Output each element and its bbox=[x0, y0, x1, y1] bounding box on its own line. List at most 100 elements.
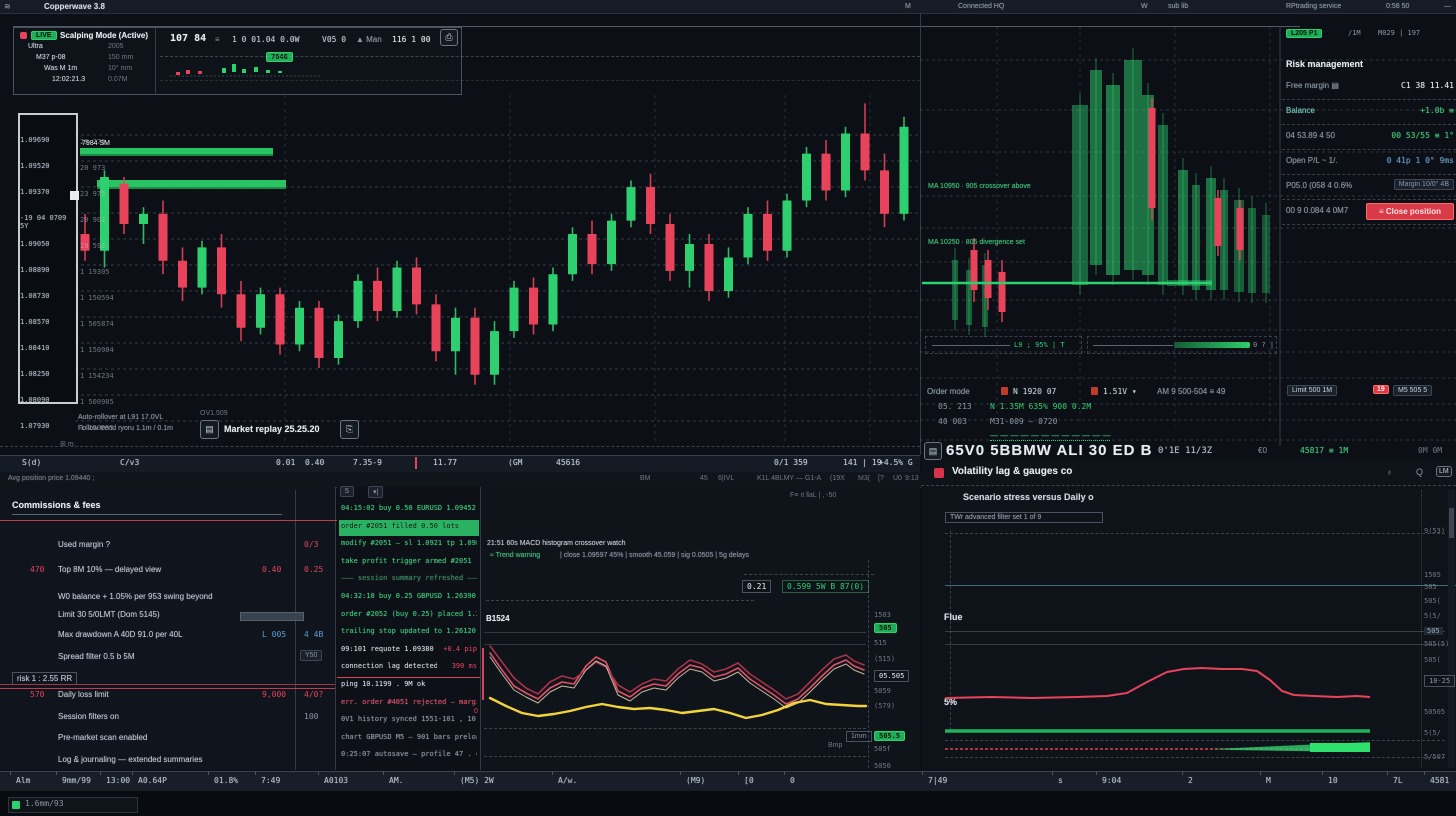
footer-icon-button[interactable]: ▤ bbox=[200, 420, 219, 439]
timeline-tick-18[interactable]: 10 bbox=[1328, 776, 1338, 785]
position-row-chip[interactable]: Y50 bbox=[300, 650, 322, 661]
timeline-tick-4[interactable]: 01.8% bbox=[214, 776, 238, 785]
gauge-tab[interactable]: TWr advanced filter set 1 of 9 bbox=[945, 512, 1103, 523]
position-row-label[interactable]: Session filters on bbox=[58, 712, 119, 721]
log-row[interactable]: order #2051 filled 0.50 lots bbox=[339, 520, 479, 536]
log-row[interactable]: order #2052 (buy 0.25) placed 1.2639 bbox=[339, 608, 479, 624]
position-row-label[interactable]: Pre-market scan enabled bbox=[58, 733, 147, 742]
timeline-tick-5[interactable]: 7:49 bbox=[261, 776, 280, 785]
timeline-tick-13[interactable]: 7|49 bbox=[928, 776, 947, 785]
log-row[interactable]: ——— session summary refreshed ——— bbox=[339, 572, 479, 588]
summary-item-4[interactable]: 7.35-9 bbox=[353, 458, 382, 467]
progress-row-right[interactable]: 0 ? | bbox=[1087, 336, 1277, 354]
timeline-tick-3[interactable]: A0.64P bbox=[138, 776, 167, 785]
gauge-lines-chart[interactable] bbox=[932, 530, 1424, 770]
filter-item-2[interactable]: 6|IVL bbox=[718, 475, 734, 482]
titlebar-item-4[interactable]: RPtrading service bbox=[1286, 3, 1341, 10]
position-row-label[interactable]: Spread filter 0.5 b 5M bbox=[58, 652, 134, 661]
footer-mode-label[interactable]: Market replay 25.25.20 bbox=[224, 424, 320, 434]
position-row-label[interactable]: Limit 30 5/0LMT (Dom 5145) bbox=[58, 610, 160, 619]
timeline-tick-1[interactable]: 9mm/99 bbox=[62, 776, 91, 785]
filter-item-7[interactable]: U0 bbox=[893, 475, 902, 482]
timeline-tick-7[interactable]: AM. bbox=[389, 776, 403, 785]
titlebar-item-3[interactable]: sub lib bbox=[1168, 3, 1188, 10]
sub-chart[interactable] bbox=[922, 50, 1278, 350]
log-row[interactable]: 0V1 history synced 1551-101 , 10 bbox=[339, 713, 479, 729]
timeline-tick-16[interactable]: 2 bbox=[1188, 776, 1193, 785]
filter-item-3[interactable]: K1L 4BLMY — G1-A bbox=[757, 475, 821, 482]
titlebar-item-1[interactable]: Connected HQ bbox=[958, 3, 1004, 10]
log-row[interactable]: modify #2051 — sl 1.0921 tp 1.0984 ok bbox=[339, 537, 479, 553]
log-row[interactable]: connection lag detected390 ms bbox=[339, 660, 479, 676]
summary-item-7[interactable]: 45616 bbox=[556, 458, 580, 467]
symbol-card[interactable]: LIVE Scalping Mode (Active) Ultra2005M37… bbox=[16, 29, 152, 91]
summary-item-3[interactable]: 0.40 bbox=[305, 458, 324, 467]
titlebar-item-5[interactable]: 0:58 50 bbox=[1386, 3, 1409, 10]
timeline-tick-17[interactable]: M bbox=[1266, 776, 1271, 785]
position-row-label[interactable]: Used margin ? bbox=[58, 540, 110, 549]
summary-item-9[interactable]: 141 | 19 bbox=[843, 458, 882, 467]
bell-icon[interactable]: ♁ bbox=[1386, 467, 1393, 477]
log-row[interactable]: 04:32:18 buy 0.25 GBPUSD 1.26390 done bbox=[339, 590, 479, 606]
log-row[interactable]: take profit trigger armed #2051 | 99 bbox=[339, 555, 479, 571]
timeline-tick-11[interactable]: [0 bbox=[744, 776, 754, 785]
summary-item-2[interactable]: 0.01 bbox=[276, 458, 295, 467]
summary-item-0[interactable]: S(d) bbox=[22, 458, 41, 467]
quote-dots[interactable]: ≡ bbox=[215, 35, 220, 44]
log-row[interactable]: trailing stop updated to 1.26120 auto bbox=[339, 625, 479, 641]
timeline-tick-2[interactable]: 13:00 bbox=[106, 776, 130, 785]
watchlist-icon[interactable]: ▤ bbox=[924, 442, 942, 460]
timeline-tick-0[interactable]: Alm bbox=[16, 776, 30, 785]
log-row[interactable]: 0:25:07 autosave — profile 47 . 4M0 bbox=[339, 748, 479, 764]
summary-item-1[interactable]: C/v3 bbox=[120, 458, 139, 467]
summary-item-6[interactable]: (GM bbox=[508, 458, 522, 467]
filter-item-4[interactable]: (19X bbox=[830, 475, 845, 482]
timeline-tick-12[interactable]: 0 bbox=[790, 776, 795, 785]
position-row-label[interactable]: Max drawdown A 40D 91.0 per 40L bbox=[58, 630, 183, 639]
secondary-button[interactable]: M5 505 5 bbox=[1393, 385, 1432, 396]
summary-item-8[interactable]: 0/1 359 bbox=[774, 458, 808, 467]
main-candlestick-chart[interactable]: 7984 SM bbox=[18, 95, 920, 445]
timeline-tick-14[interactable]: s bbox=[1058, 776, 1063, 785]
indicator-mini-toolbar[interactable]: F≡ ıt ‖aL | , -50 bbox=[790, 492, 836, 499]
titlebar-item-2[interactable]: W bbox=[1141, 3, 1148, 10]
timeline-tick-10[interactable]: (M9) bbox=[686, 776, 705, 785]
titlebar-item-6[interactable]: — bbox=[1444, 3, 1451, 10]
gauge-scrollbar[interactable] bbox=[1448, 490, 1455, 768]
log-row[interactable]: chart GBPUSD M5 — 901 bars preloaded bbox=[339, 731, 479, 747]
window-box-icon[interactable]: LM bbox=[1436, 466, 1452, 477]
close-position-button[interactable]: ≡ Close position bbox=[1366, 203, 1454, 220]
log-toolbar-chip-1[interactable]: ▾| bbox=[368, 486, 383, 498]
search-icon[interactable]: Q bbox=[1416, 467, 1423, 477]
status-chip[interactable]: 1.6mm/93 bbox=[8, 797, 138, 813]
position-row-label[interactable]: W0 balance + 1.05% per 953 swing beyond bbox=[58, 592, 213, 601]
log-row[interactable]: err. order #4051 rejected — margin 19M1P bbox=[339, 696, 479, 712]
log-row[interactable]: 09:101 requote 1.09380+0.4 pip bbox=[339, 643, 479, 659]
footer-copy-button[interactable]: ⎘ bbox=[340, 420, 359, 439]
timeline-tick-9[interactable]: A/w. bbox=[558, 776, 577, 785]
settings-chip2[interactable]: 1.51V ▾ bbox=[1103, 387, 1137, 396]
settings-chip1[interactable]: N 1920 07 bbox=[1013, 387, 1056, 396]
progress-right-icons[interactable]: 0 ? | bbox=[1253, 341, 1274, 349]
timeline-tick-19[interactable]: 7L bbox=[1393, 776, 1403, 785]
position-row-label[interactable]: Log & journaling — extended summaries bbox=[58, 755, 203, 764]
scrollbar-thumb[interactable] bbox=[1449, 508, 1454, 538]
position-row-label[interactable]: Top 8M 10% — delayed view bbox=[58, 565, 161, 574]
filter-item-1[interactable]: 45 bbox=[700, 475, 708, 482]
timeline-tick-8[interactable]: (M5) 2W bbox=[460, 776, 494, 785]
scale-drag-handle[interactable] bbox=[70, 191, 79, 200]
print-button[interactable]: ⎙ bbox=[440, 29, 458, 46]
filter-item-0[interactable]: BM bbox=[640, 475, 651, 482]
summary-item-10[interactable]: +4.5% G bbox=[879, 458, 913, 467]
timeline-tick-15[interactable]: 9:04 bbox=[1102, 776, 1121, 785]
filter-item-6[interactable]: [? bbox=[878, 475, 884, 482]
timeline-tick-6[interactable]: A0103 bbox=[324, 776, 348, 785]
log-row[interactable]: 04:15:02 buy 0.50 EURUSD 1.09452 done bbox=[339, 502, 479, 518]
filter-item-5[interactable]: M3( bbox=[858, 475, 870, 482]
position-side-badge[interactable]: L205 P1 bbox=[1286, 29, 1322, 38]
timeline-tick-20[interactable]: 4581 bbox=[1430, 776, 1449, 785]
log-toolbar-chip-0[interactable]: 5 bbox=[340, 486, 354, 497]
summary-item-5[interactable]: 11.77 bbox=[433, 458, 457, 467]
log-row[interactable]: ping 10.1199 . 9M ok bbox=[339, 678, 479, 694]
position-row-label[interactable]: Daily loss limit bbox=[58, 690, 109, 699]
